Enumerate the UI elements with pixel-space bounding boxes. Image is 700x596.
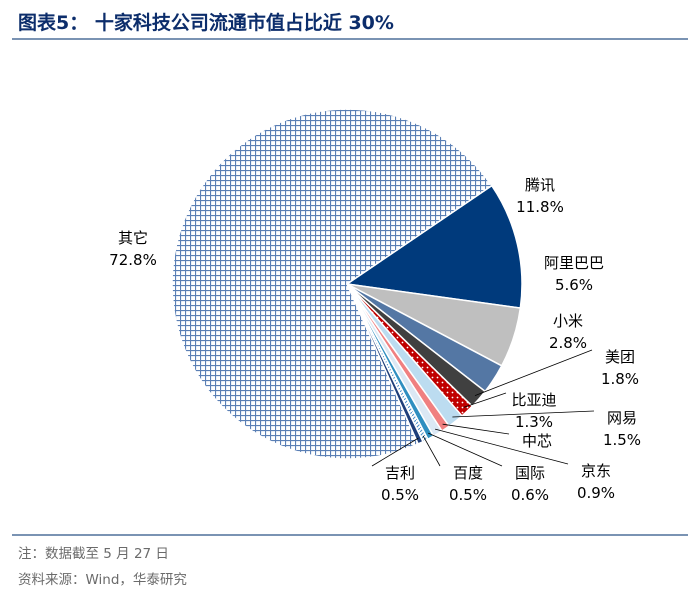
slice-name-label: 其它 [118, 229, 148, 247]
slice-name-label: 阿里巴巴 [544, 254, 604, 272]
leader-line-5 [452, 410, 595, 418]
slice-value-label: 1.5% [603, 431, 641, 449]
slice-value-label: 1.8% [601, 370, 639, 388]
slice-name-label: 百度 [453, 464, 483, 482]
leader-line-3 [474, 349, 593, 396]
leader-line-7 [434, 428, 569, 465]
slice-value-label: 72.8% [109, 251, 157, 269]
slice-name-label: 小米 [553, 312, 583, 330]
slice-name-label: 京东 [581, 462, 611, 480]
leader-line-10 [371, 437, 419, 467]
slice-value-label: 1.3% [515, 413, 553, 431]
slice-value-label: 0.9% [577, 484, 615, 502]
bottom-divider [12, 534, 688, 536]
leader-line-9 [422, 435, 441, 467]
figure-title: 图表5： 十家科技公司流通市值占比近 30% [18, 12, 394, 34]
slice-name-label: 中芯 [522, 432, 552, 450]
slice-name-label: 国际 [515, 464, 545, 482]
leader-line-4 [463, 392, 507, 408]
pie-slice-0 [344, 184, 523, 309]
slice-name-label: 腾讯 [525, 176, 555, 194]
leader-line-8 [428, 432, 503, 467]
slice-name-label: 美团 [605, 348, 635, 366]
slice-name-label: 比亚迪 [511, 391, 556, 409]
slice-value-label: 2.8% [549, 334, 587, 352]
slice-value-label: 11.8% [516, 198, 564, 216]
slice-value-label: 0.5% [449, 486, 487, 504]
slice-value-label: 0.5% [381, 486, 419, 504]
slice-name-label: 网易 [607, 409, 637, 427]
slice-name-label: 吉利 [385, 464, 415, 482]
pie-slice-11 [171, 108, 493, 460]
slice-value-label: 0.6% [511, 486, 549, 504]
source-note: 资料来源：Wind，华泰研究 [18, 572, 187, 588]
footnote: 注：数据截至 5 月 27 日 [18, 546, 169, 562]
top-divider [12, 38, 688, 40]
slice-value-label: 5.6% [555, 276, 593, 294]
leader-line-6 [442, 423, 510, 435]
